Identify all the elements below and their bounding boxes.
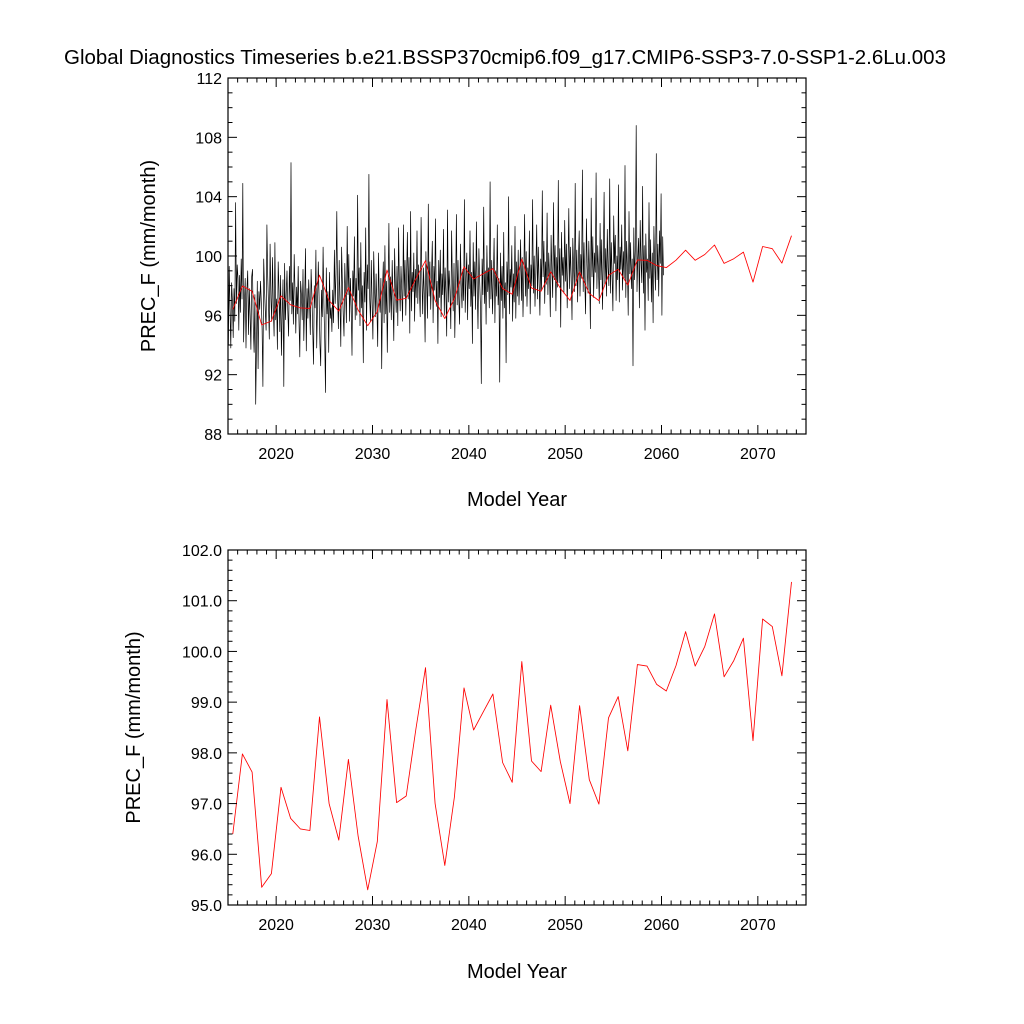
panel0-y-tick-label: 112 <box>196 71 222 88</box>
panel0-y-tick-label: 88 <box>204 427 222 444</box>
panel1-y-tick-label: 99.0 <box>191 695 222 712</box>
monthly-precip-panel: 2020 2030 2040 2050 2060 2070 88 92 96 100 104 108 1… <box>138 71 807 511</box>
panel1-x-ticks <box>227 550 807 905</box>
panel1-y-tick-label: 98.0 <box>191 746 222 763</box>
panel0-plot-frame <box>227 77 807 435</box>
panel0-x-tick-label: 2020 <box>258 446 294 463</box>
panel1-x-tick-label: 2020 <box>258 917 294 934</box>
annual-precip-panel: 2020 2030 2040 2050 2060 2070 95.0 96.0 97.0 98.0… <box>123 543 807 983</box>
panel0-y-tick-label: 96 <box>204 308 222 325</box>
panel0-x-tick-label: 2030 <box>355 446 391 463</box>
panel0-x-tick-label: 2040 <box>451 446 487 463</box>
panel1-y-tick-label: 95.0 <box>191 898 222 915</box>
panel0-y-tick-label: 108 <box>195 130 222 147</box>
panel1-y-tick-label: 97.0 <box>191 797 222 814</box>
panel0-x-ticks <box>227 78 807 434</box>
panel0-y-tick-label: 100 <box>195 249 222 266</box>
panel0-y-ticks <box>228 77 806 435</box>
panel1-y-tick-label: 100.0 <box>182 644 222 661</box>
panel0-y-tick-label: 104 <box>195 190 222 207</box>
figure-title: Global Diagnostics Timeseries b.e21.BSSP… <box>64 46 946 69</box>
panel1-x-tick-label: 2070 <box>740 917 776 934</box>
panel1-x-tick-label: 2060 <box>644 917 680 934</box>
panel0-x-tick-label: 2050 <box>547 446 583 463</box>
panel0-y-tick-label: 92 <box>204 368 222 385</box>
panel0-x-tick-label: 2060 <box>644 446 680 463</box>
panel0-x-axis-title: Model Year <box>467 489 567 511</box>
panel0-series-monthly-line <box>228 125 664 405</box>
panel1-x-tick-label: 2030 <box>355 917 391 934</box>
panel1-y-axis-title: PREC_F (mm/month) <box>123 631 145 823</box>
panel1-series-annual-line <box>232 581 792 891</box>
panel1-y-tick-label: 102.0 <box>182 543 222 560</box>
panel1-x-axis-title: Model Year <box>467 961 567 983</box>
panel1-x-tick-label: 2040 <box>451 917 487 934</box>
panel0-y-axis-title: PREC_F (mm/month) <box>138 160 160 352</box>
panel1-y-tick-label: 101.0 <box>182 594 222 611</box>
panel1-plot-frame <box>227 549 807 906</box>
panel1-y-tick-label: 96.0 <box>191 847 222 864</box>
panel1-y-ticks <box>228 549 806 906</box>
panel1-x-tick-label: 2050 <box>547 917 583 934</box>
panel0-series-annual-line <box>232 235 792 327</box>
panel0-x-tick-label: 2070 <box>740 446 776 463</box>
